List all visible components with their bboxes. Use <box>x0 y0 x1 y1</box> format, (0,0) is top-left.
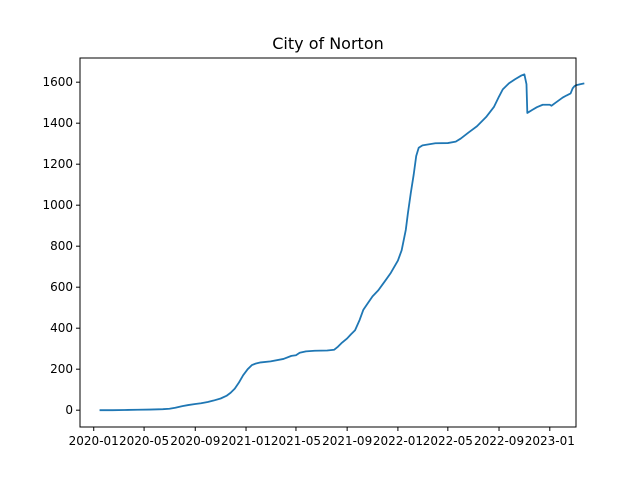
series-layer <box>99 73 585 412</box>
x-tick-label: 2022-05 <box>423 434 473 448</box>
x-tick-label: 2022-01 <box>373 434 423 448</box>
y-tick-label: 1000 <box>42 198 73 212</box>
series-line <box>99 73 585 412</box>
chart-title: City of Norton <box>272 34 384 53</box>
x-tick-label: 2021-01 <box>221 434 271 448</box>
x-tick-label: 2022-09 <box>474 434 524 448</box>
plot-frame <box>79 57 577 428</box>
x-axis: 2020-01 2020-05 2020-09 2021-01 2021-05 2021-… <box>69 427 575 448</box>
x-tick-label: 2020-01 <box>69 434 119 448</box>
y-tick-label: 1400 <box>42 116 73 130</box>
x-tick-label: 2020-05 <box>119 434 169 448</box>
y-tick-label: 0 <box>65 403 73 417</box>
y-tick-label: 1600 <box>42 75 73 89</box>
x-tick-label: 2021-05 <box>271 434 321 448</box>
x-tick-label: 2021-09 <box>322 434 372 448</box>
x-tick-label: 2023-01 <box>525 434 575 448</box>
y-tick-label: 1200 <box>42 157 73 171</box>
x-tick-label: 2020-09 <box>170 434 220 448</box>
y-tick-label: 800 <box>50 239 73 253</box>
y-tick-label: 200 <box>50 362 73 376</box>
y-axis: 0 200 400 600 800 1000 1200 1400 1600 <box>42 75 80 417</box>
y-tick-label: 400 <box>50 321 73 335</box>
y-tick-label: 600 <box>50 280 73 294</box>
